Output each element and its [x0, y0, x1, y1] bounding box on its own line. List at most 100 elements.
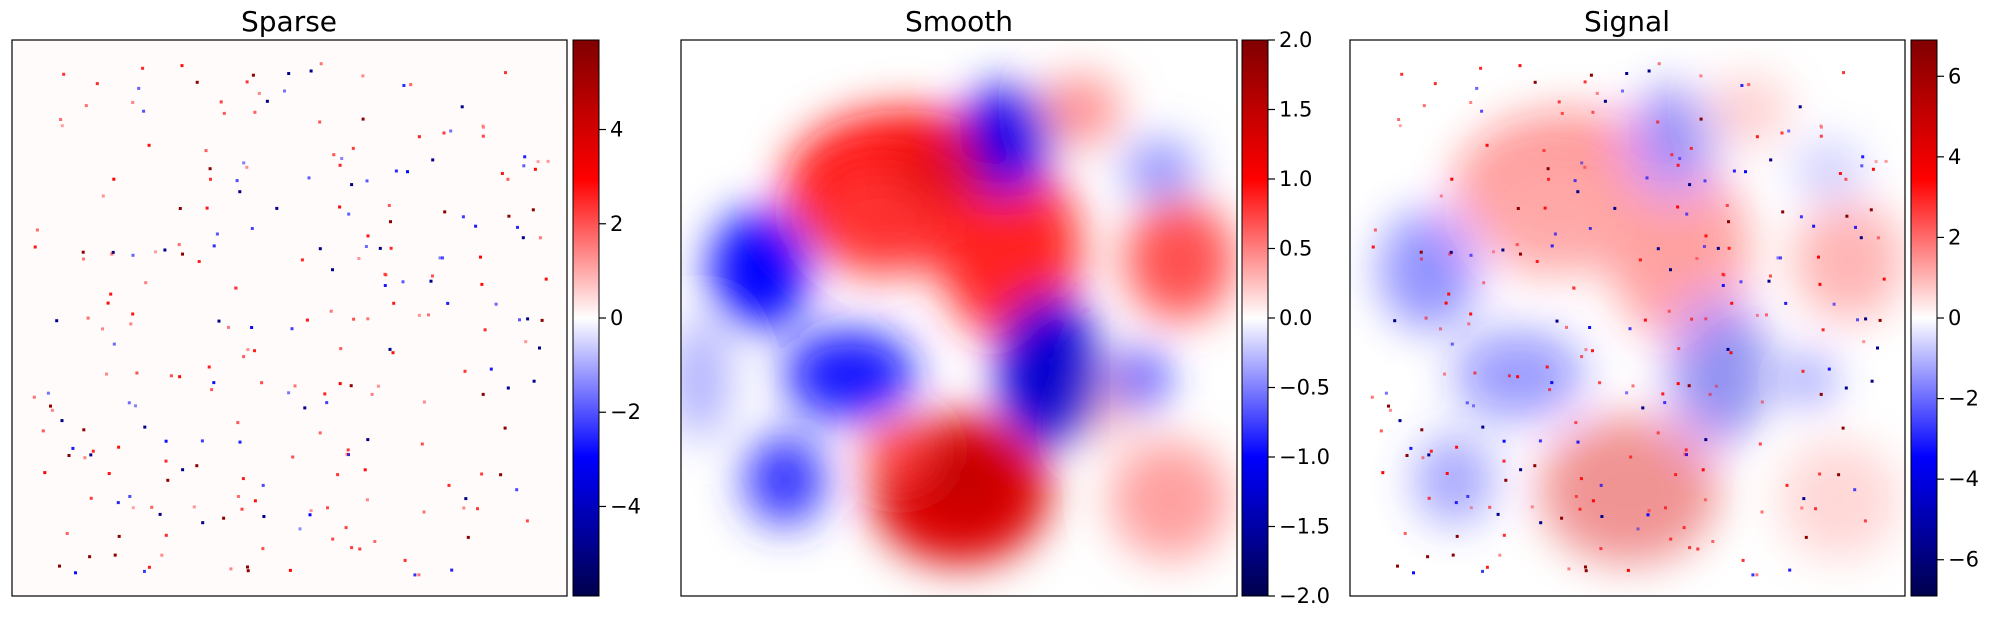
spike-point [376, 384, 380, 388]
spike-point [1450, 177, 1454, 181]
colorbar-tick-label: 2.0 [1279, 28, 1312, 52]
spike-point [1869, 208, 1873, 212]
spike-point [347, 212, 351, 216]
spike-point [1832, 302, 1836, 306]
spike-point [141, 66, 145, 70]
spike-point [401, 280, 405, 284]
spike-point [235, 179, 239, 183]
spike-point [1479, 66, 1483, 70]
spike-point [110, 252, 114, 256]
spike-point [1574, 421, 1578, 425]
spike-point [1595, 91, 1599, 95]
spike-point [1574, 495, 1578, 498]
spike-point [222, 516, 226, 520]
spike-point [1628, 327, 1632, 331]
spike-point [464, 497, 468, 501]
spike-point [1387, 404, 1390, 408]
spike-point [480, 282, 484, 286]
colorbar [1241, 39, 1269, 597]
spike-point [1751, 573, 1755, 577]
spike-point [128, 495, 132, 498]
spike-point [358, 547, 362, 551]
spike-point [1546, 167, 1550, 171]
spike-point [260, 381, 264, 385]
spike-point [1542, 149, 1546, 153]
spike-point [1703, 498, 1707, 502]
spike-point [1818, 282, 1822, 286]
spike-point [101, 327, 104, 331]
spike-point [1584, 565, 1587, 569]
spike-point [1469, 101, 1473, 104]
spike-point [1699, 117, 1703, 121]
spike-point [1543, 206, 1547, 210]
spike-point [142, 109, 146, 113]
spike-point [1443, 372, 1446, 376]
spike-point [89, 496, 93, 500]
spike-point [307, 176, 311, 180]
spike-point [336, 473, 340, 477]
spike-point [81, 250, 85, 254]
spike-point [366, 234, 370, 238]
spike-point [222, 111, 226, 115]
spike-point [241, 477, 245, 481]
spike-point [1747, 83, 1751, 87]
spike-point [1841, 426, 1845, 430]
spike-point [192, 505, 196, 509]
spike-point [413, 573, 417, 577]
spike-point [67, 454, 71, 457]
spike-point [1688, 183, 1692, 187]
spike-point [112, 342, 116, 346]
spike-point [1676, 382, 1680, 386]
spike-point [1488, 505, 1492, 509]
spike-point [1475, 86, 1479, 90]
spike-point [1663, 401, 1667, 405]
axes-frame [11, 39, 568, 597]
spike-point [516, 225, 519, 229]
spike-point [1498, 553, 1502, 557]
spike-point [287, 72, 291, 75]
spike-point [1379, 429, 1383, 433]
spike-point [523, 155, 527, 159]
spike-point [1555, 319, 1559, 323]
spike-point [427, 313, 430, 317]
spike-point [84, 104, 88, 108]
spike-point [65, 532, 69, 535]
spike-point [1424, 316, 1428, 320]
spike-point [1384, 391, 1388, 395]
spike-point [403, 558, 407, 562]
spike-point [1819, 392, 1823, 396]
panel-title: Sparse [241, 5, 337, 38]
spike-point [383, 272, 387, 276]
spike-point [1744, 170, 1747, 174]
spike-point [1573, 179, 1577, 183]
spike-point [1645, 176, 1649, 180]
spike-point [236, 495, 240, 498]
spike-point [129, 322, 133, 326]
spike-point [503, 426, 507, 430]
spike-point [1760, 510, 1764, 514]
spike-point [283, 89, 286, 93]
spike-point [1755, 135, 1759, 139]
colorbar-ticks: 6 4 2 0 −2 −4 −6 [1937, 64, 1979, 572]
spike-point [1421, 456, 1425, 460]
colorbar-tick-label: 0.5 [1279, 237, 1312, 261]
spike-point [474, 224, 478, 228]
spike-point [212, 244, 216, 248]
spike-point [1721, 284, 1725, 287]
spike-point [1638, 258, 1642, 262]
spike-point [109, 292, 113, 296]
spike-point [83, 456, 87, 460]
spike-point [147, 143, 151, 147]
spike-point [116, 501, 120, 505]
spike-point [361, 117, 365, 121]
spike-point [150, 505, 154, 509]
spike-point [1591, 349, 1594, 353]
spike-point [1600, 515, 1604, 518]
spike-point [1398, 419, 1402, 423]
spike-point [361, 74, 365, 78]
spike-point [1439, 194, 1443, 198]
spike-point [1798, 105, 1802, 109]
spike-point [1767, 279, 1771, 283]
spike-point [253, 499, 257, 503]
